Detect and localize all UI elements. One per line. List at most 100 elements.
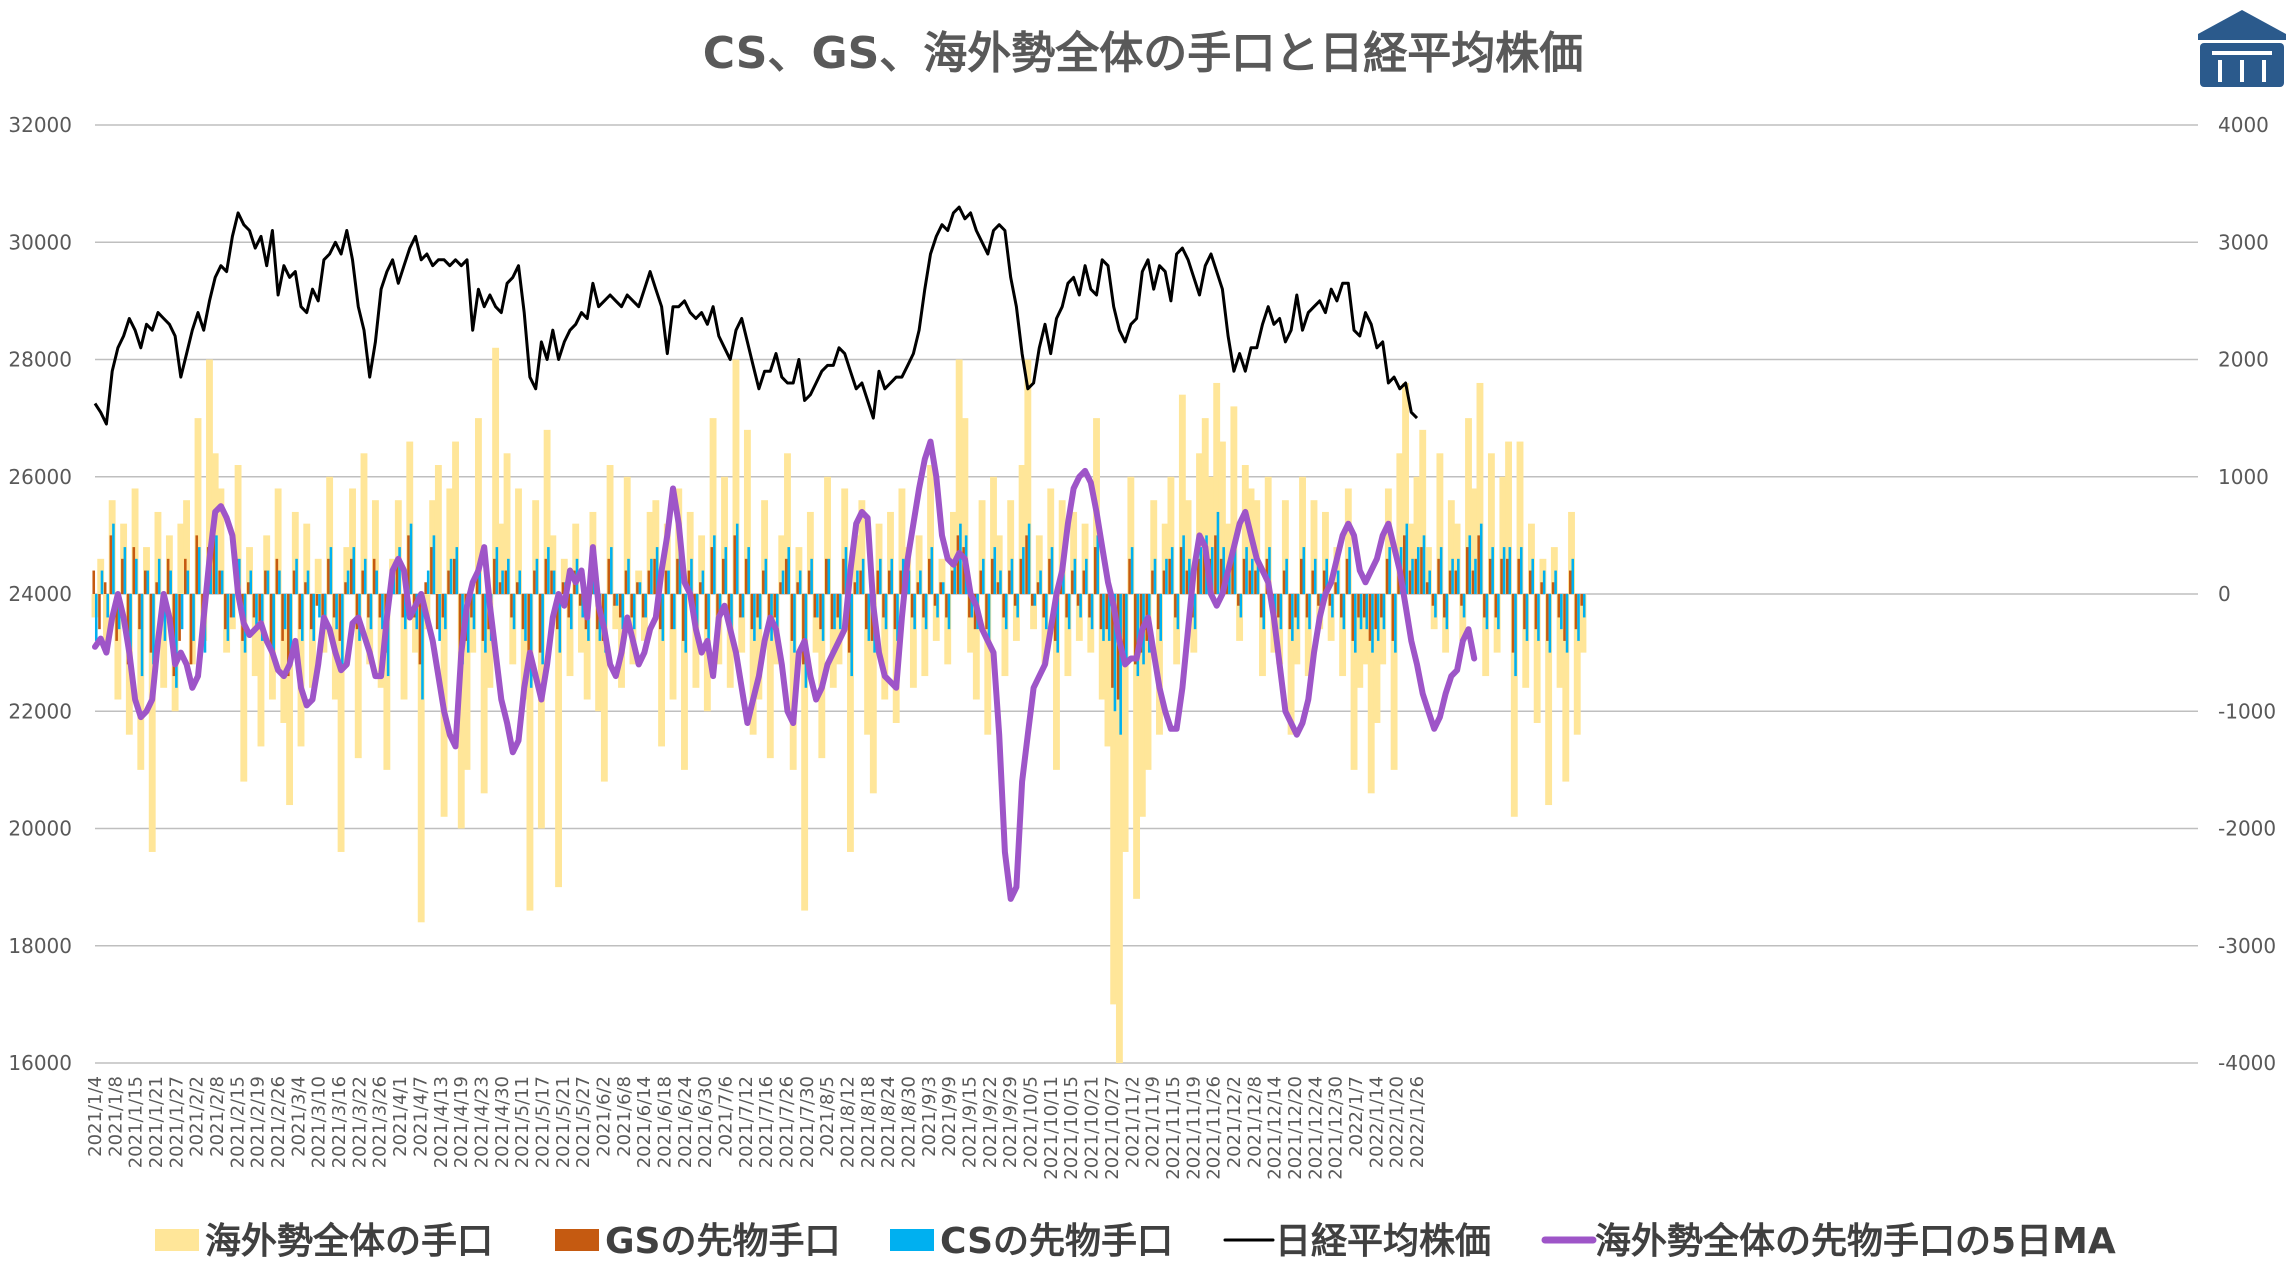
cs-bar [1279, 594, 1283, 630]
overseas-total-bar [1568, 511, 1575, 594]
cs-bar [478, 558, 481, 594]
gs-bar [1248, 570, 1252, 594]
overseas-total-bar [1053, 594, 1060, 770]
cs-bar [1096, 535, 1100, 594]
cs-bar [1033, 594, 1037, 606]
overseas-total-bar [732, 359, 740, 594]
overseas-total-bar [846, 594, 854, 852]
overseas-total-bar [595, 594, 603, 712]
overseas-total-bar [1310, 500, 1318, 594]
overseas-total-bar [1241, 465, 1249, 594]
overseas-total-bar [1533, 594, 1541, 723]
gs-bar [727, 594, 731, 618]
gs-bar [1368, 594, 1372, 641]
gs-bar [744, 558, 748, 594]
gs-bar [269, 594, 273, 653]
cs-bar [678, 547, 682, 594]
gs-bar [1477, 535, 1480, 594]
overseas-total-bar [841, 488, 849, 594]
cs-bar [1342, 594, 1346, 630]
gs-bar [407, 535, 410, 594]
cs-bar [610, 547, 613, 594]
gs-bar [1065, 594, 1068, 618]
gs-bar [252, 594, 256, 618]
cs-bar [638, 582, 642, 594]
x-axis-tick-label: 2022/1/20 [1387, 1076, 1408, 1168]
cs-bar [724, 547, 728, 594]
overseas-total-bar [881, 594, 889, 700]
cs-bar [1491, 547, 1494, 594]
gs-bar [613, 594, 616, 606]
cs-bar [844, 547, 848, 594]
overseas-total-bar [1367, 594, 1375, 794]
gs-bar [1483, 594, 1486, 618]
overseas-total-bar [1299, 476, 1306, 594]
overseas-total-bar [612, 594, 620, 630]
cs-bar [186, 570, 190, 594]
overseas-total-bar [921, 594, 929, 677]
cs-bar [175, 594, 178, 688]
cs-bar [112, 523, 115, 594]
cs-bar [1416, 547, 1420, 594]
gs-bar [887, 570, 891, 594]
cs-bar [1434, 594, 1437, 618]
left-axis-tick-label: 28000 [8, 348, 72, 372]
overseas-total-bar [1230, 406, 1238, 594]
cs-bar [363, 558, 367, 594]
x-axis-tick-label: 2021/7/30 [797, 1076, 818, 1168]
x-axis-tick-label: 2021/3/26 [370, 1076, 391, 1168]
gs-bar [899, 570, 902, 594]
cs-bar [507, 558, 510, 594]
overseas-total-bar [709, 418, 717, 594]
gs-bar [567, 594, 571, 618]
overseas-total-bar [148, 594, 156, 852]
x-axis-tick-label: 2021/5/17 [532, 1076, 553, 1168]
x-axis-tick-label: 2021/2/2 [187, 1076, 208, 1157]
overseas-total-bar [801, 594, 809, 911]
gs-bar [1185, 570, 1189, 594]
gs-bar [853, 582, 857, 594]
x-axis-tick-label: 2021/9/15 [960, 1076, 981, 1168]
cs-bar [1325, 558, 1328, 594]
gs-bar [1105, 594, 1108, 630]
overseas-total-bar [927, 465, 934, 594]
overseas-total-bar [280, 594, 288, 723]
x-axis-tick-label: 2021/3/10 [309, 1076, 330, 1168]
cs-bar [1331, 594, 1334, 618]
cs-bar [1457, 558, 1460, 594]
cs-bar [1285, 558, 1288, 594]
cs-bar [180, 594, 184, 630]
cs-bar [781, 570, 785, 594]
gs-bar [1460, 594, 1463, 606]
legend-label: 海外勢全体の手口 [205, 1220, 493, 1262]
overseas-total-bar [463, 594, 471, 770]
cs-bar [1251, 558, 1254, 594]
overseas-total-bar [1545, 594, 1553, 806]
overseas-total-bar [909, 594, 917, 688]
cs-bar [495, 547, 499, 594]
gs-bar [1408, 570, 1412, 594]
x-axis-tick-label: 2021/5/27 [573, 1076, 594, 1168]
overseas-total-bar [990, 476, 997, 594]
gs-bar [1288, 594, 1292, 630]
overseas-total-bar [972, 594, 980, 700]
cs-bar [993, 547, 997, 594]
overseas-total-bar [663, 523, 671, 594]
gs-bar [1471, 570, 1475, 594]
overseas-total-bar [755, 594, 763, 700]
cs-bar [100, 570, 104, 594]
overseas-total-bar [1121, 594, 1129, 852]
cs-bar [106, 594, 109, 618]
overseas-total-bar [1144, 594, 1152, 770]
overseas-total-bar [286, 594, 294, 806]
gs-bar [1088, 594, 1091, 618]
overseas-total-bar [1339, 594, 1347, 677]
cs-bar [821, 594, 825, 641]
gs-bar [378, 594, 382, 618]
overseas-total-bar [1104, 594, 1112, 747]
gs-bar [1237, 594, 1240, 606]
left-axis-tick-label: 22000 [8, 699, 72, 723]
x-axis-tick-label: 2021/8/18 [858, 1076, 879, 1168]
x-axis-tick-label: 2021/7/12 [736, 1076, 757, 1168]
overseas-total-bar [583, 594, 591, 700]
